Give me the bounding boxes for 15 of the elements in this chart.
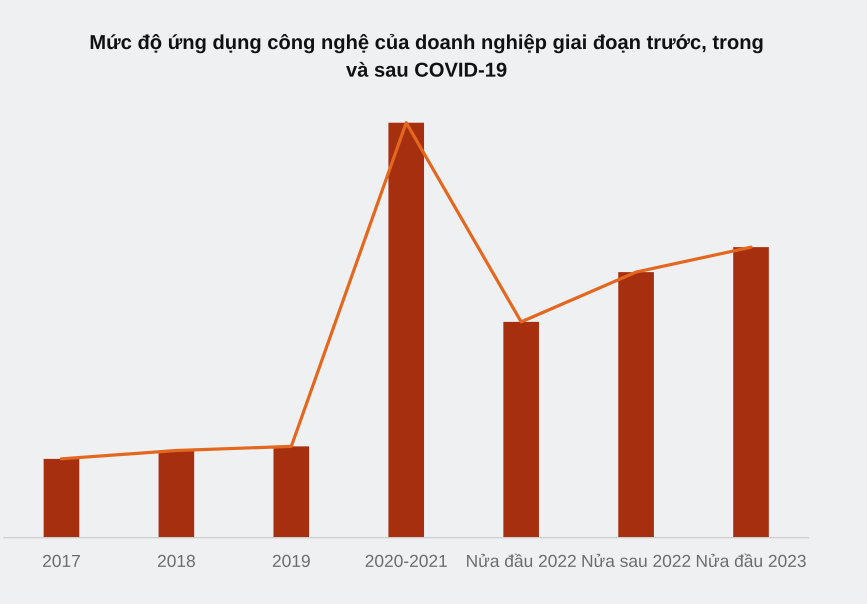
bar [388, 122, 424, 538]
x-tick-label: 2020-2021 [366, 554, 447, 568]
bar [44, 458, 80, 538]
bar [618, 272, 654, 538]
x-tick-label: 2018 [158, 554, 195, 568]
x-tick-label: 2019 [272, 554, 310, 568]
x-tick-label: 2017 [43, 554, 80, 568]
chart-title: Mức độ ứng dụng công nghệ của doanh nghiệp giai đoạn trước, trong và sau COVID-19 [90, 34, 762, 77]
x-tick-label: Nửa đầu 2022 [467, 554, 576, 568]
bar [158, 450, 194, 538]
bar [503, 322, 539, 538]
x-tick-label: Nửa đầu 2023 [696, 554, 806, 568]
bar [733, 247, 769, 538]
bar [273, 446, 310, 538]
x-tick-label: Nửa sau 2022 [582, 554, 690, 568]
